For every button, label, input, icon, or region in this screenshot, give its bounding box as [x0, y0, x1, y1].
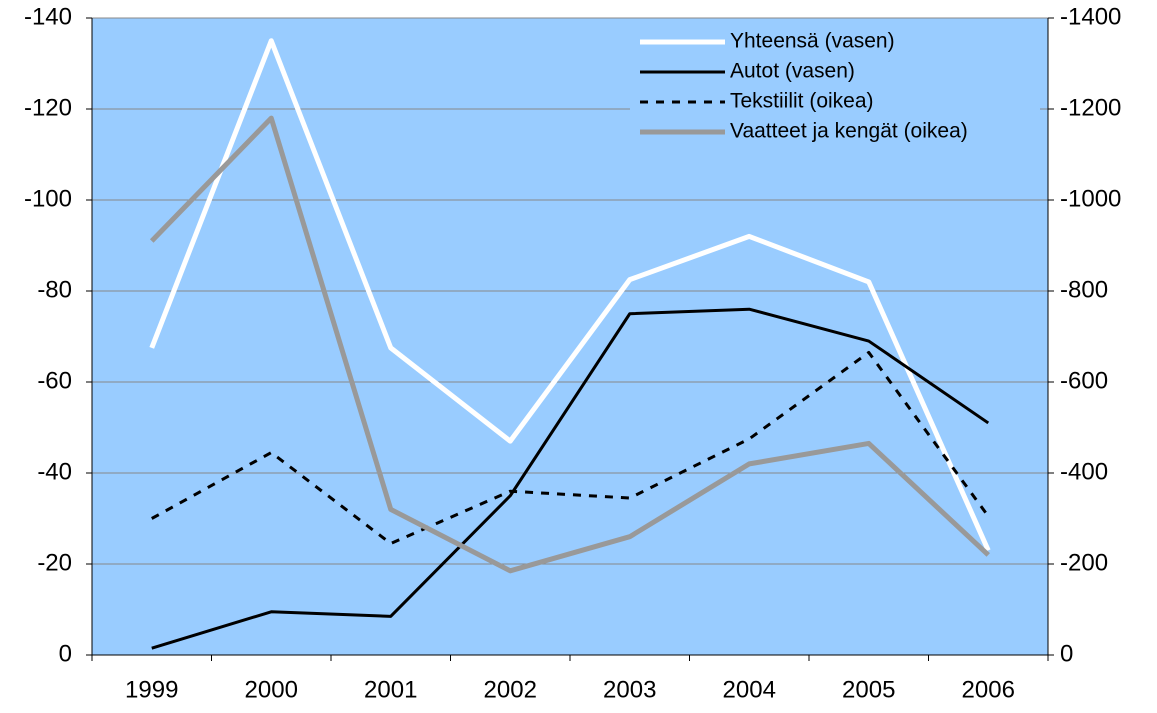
y-tick-label: 0: [59, 640, 72, 667]
x-tick-label: 2002: [484, 676, 537, 703]
y2-tick-label: 0: [1060, 640, 1073, 667]
x-tick-label: 2006: [962, 676, 1015, 703]
x-tick-label: 2004: [723, 676, 776, 703]
y-tick-label: -40: [37, 458, 72, 485]
y2-tick-label: -200: [1060, 549, 1108, 576]
series-line: [151, 307, 990, 650]
y2-tick-label: -1400: [1060, 3, 1121, 30]
legend-label: Vaatteet ja kengät (oikea): [730, 120, 968, 143]
y2-tick-label: -1000: [1060, 185, 1121, 212]
y-tick-label: -140: [24, 3, 72, 30]
y2-tick-label: -800: [1060, 276, 1108, 303]
y-tick-label: -60: [37, 367, 72, 394]
legend-label: Tekstiilit (oikea): [730, 90, 874, 113]
legend-label: Yhteensä (vasen): [730, 30, 895, 53]
series-line: [151, 350, 990, 546]
y-tick-label: -80: [37, 276, 72, 303]
y2-tick-label: -400: [1060, 458, 1108, 485]
x-tick-label: 2000: [245, 676, 298, 703]
x-tick-label: 2001: [364, 676, 417, 703]
x-tick-label: 1999: [125, 676, 178, 703]
y-tick-label: -20: [37, 549, 72, 576]
y-tick-label: -120: [24, 94, 72, 121]
x-tick-label: 2005: [842, 676, 895, 703]
legend: [630, 26, 1040, 148]
y2-tick-label: -1200: [1060, 94, 1121, 121]
y-tick-label: -100: [24, 185, 72, 212]
y2-tick-label: -600: [1060, 367, 1108, 394]
x-tick-label: 2003: [603, 676, 656, 703]
legend-label: Autot (vasen): [730, 60, 855, 83]
series-line: [149, 38, 991, 552]
series-line: [149, 115, 990, 574]
